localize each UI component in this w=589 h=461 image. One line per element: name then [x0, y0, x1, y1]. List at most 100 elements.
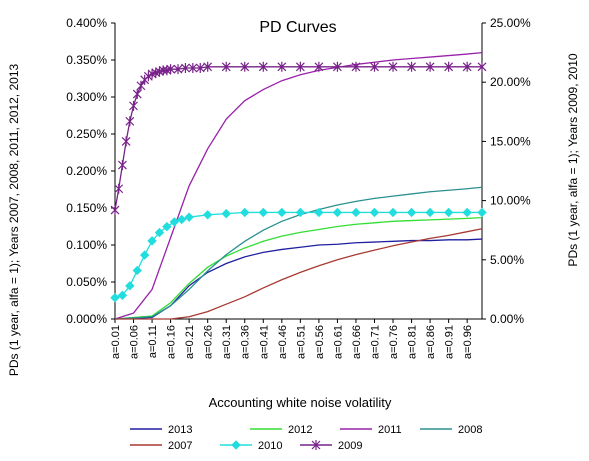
right-tick-label: 20.00% [490, 75, 531, 89]
legend-2009-label: 2009 [338, 440, 362, 452]
legend-2010-label: 2010 [258, 440, 282, 452]
series-2009-point [258, 61, 268, 72]
series-2012-line [114, 216, 483, 320]
legend-2008-label: 2008 [458, 424, 482, 436]
x-tick-label: a=0.71 [369, 325, 381, 359]
series-2010-point [125, 281, 135, 291]
series-2010-point [231, 440, 241, 450]
series-2009-point [314, 61, 324, 72]
x-tick-label: a=0.86 [425, 325, 437, 359]
x-tick-label: a=0.76 [388, 325, 400, 359]
series-2010-point [132, 265, 142, 276]
series-2009-point [173, 64, 183, 75]
right-axis-label: PDs (1 year, alfa = 1); Years 2009, 2010 [566, 53, 580, 266]
series-2009-point [388, 61, 398, 72]
series-2009-point [221, 61, 231, 72]
legend-2007-label: 2007 [168, 440, 192, 452]
series-2011-line [114, 51, 483, 320]
x-tick-label: a=0.66 [351, 325, 363, 359]
x-tick-label: a=0.36 [240, 325, 252, 359]
series-2009-point [136, 80, 146, 91]
left-tick-label: 0.100% [66, 238, 107, 252]
series-2007-line [115, 228, 483, 320]
series-2009-point [188, 62, 198, 73]
series-2010-point [169, 217, 180, 227]
x-tick-label: a=0.26 [203, 325, 215, 359]
series-2010-point [117, 290, 128, 301]
left-tick-label: 0.300% [66, 90, 107, 104]
series-2010-point [388, 207, 398, 218]
series-2010-point [202, 210, 213, 220]
x-tick-label: a=0.31 [221, 325, 233, 359]
series-2010-point [147, 236, 157, 246]
x-tick-label: a=0.41 [258, 325, 270, 359]
legend-2012-label: 2012 [288, 424, 312, 436]
series-2009-point [351, 61, 361, 72]
series-2010-point [351, 207, 361, 218]
x-tick-label: a=0.16 [166, 325, 178, 359]
series-2009-point [181, 62, 190, 73]
series-2009-point [407, 61, 416, 72]
series-2009-point [203, 61, 213, 72]
series-2010-point [332, 207, 343, 218]
series-2009-point [117, 160, 127, 171]
x-tick-label: a=0.51 [295, 325, 307, 359]
series-2010-point [462, 207, 472, 218]
series-2010-point [369, 207, 380, 218]
left-tick-label: 0.000% [66, 312, 107, 326]
series-2010-point [425, 207, 435, 218]
series-2010-point [184, 212, 194, 222]
series-2009-point [125, 116, 135, 127]
right-tick-label: 10.00% [490, 194, 531, 208]
x-tick-label: a=0.01 [110, 325, 122, 359]
series-2010-point [139, 250, 150, 260]
x-tick-label: a=0.81 [407, 325, 419, 359]
left-tick-label: 0.400% [66, 16, 107, 30]
series-2010-point [477, 207, 487, 218]
series-2009-point [277, 61, 287, 72]
x-tick-label: a=0.21 [184, 325, 196, 359]
right-tick-label: 25.00% [490, 16, 531, 30]
chart-title: PD Curves [259, 19, 336, 36]
left-tick-label: 0.350% [66, 53, 107, 67]
right-tick-label: 5.00% [490, 253, 524, 267]
x-tick-label: a=0.61 [332, 325, 344, 359]
series-2009-point [477, 61, 487, 72]
series-2009-point [370, 61, 379, 72]
series-2009-point [110, 205, 120, 216]
series-2010-point [258, 207, 268, 218]
x-axis-label: Accounting white noise volatility [209, 395, 392, 410]
series-2009-point [132, 89, 142, 100]
left-axis-label: PDs (1 year, alfa = 1); Years 2007, 2008… [7, 64, 21, 377]
series-2009-point [425, 61, 435, 72]
series-2009-point [114, 183, 124, 194]
series-2010-point [177, 214, 187, 225]
series-2009-point [240, 61, 250, 72]
x-tick-label: a=0.91 [444, 325, 456, 359]
series-2009-point [332, 61, 342, 72]
series-2010-point [443, 207, 454, 218]
left-tick-label: 0.050% [66, 275, 107, 289]
x-tick-label: a=0.46 [277, 325, 289, 359]
series-2009-point [166, 64, 176, 75]
x-tick-label: a=0.11 [147, 325, 159, 358]
series-2010-point [154, 227, 165, 238]
series-2009-line [114, 66, 482, 211]
legend-2011-label: 2011 [378, 424, 402, 436]
series-2010-point [162, 221, 172, 232]
series-2009-point [121, 136, 131, 147]
series-2009-point [195, 62, 205, 73]
series-2013-line [114, 238, 483, 320]
series-2008-line [114, 186, 483, 320]
series-2009-point [311, 440, 321, 450]
series-2010-point [240, 207, 250, 218]
x-tick-label: a=0.96 [462, 325, 474, 359]
series-2009-point [129, 100, 138, 111]
series-2009-point [444, 61, 454, 72]
x-tick-label: a=0.56 [314, 325, 326, 359]
series-2009-point [295, 61, 305, 72]
plot-layer: 0.000% 0.050% 0.100% 0.150% 0.200% 0.250% 0.30… [66, 16, 531, 452]
x-tick-label: a=0.06 [129, 325, 141, 359]
